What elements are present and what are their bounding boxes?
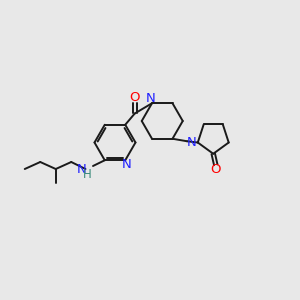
Text: N: N [77,163,87,176]
Text: N: N [187,136,196,149]
Text: N: N [146,92,155,105]
Text: N: N [122,158,132,171]
Text: O: O [130,92,140,104]
Text: H: H [83,168,92,181]
Text: O: O [211,163,221,176]
